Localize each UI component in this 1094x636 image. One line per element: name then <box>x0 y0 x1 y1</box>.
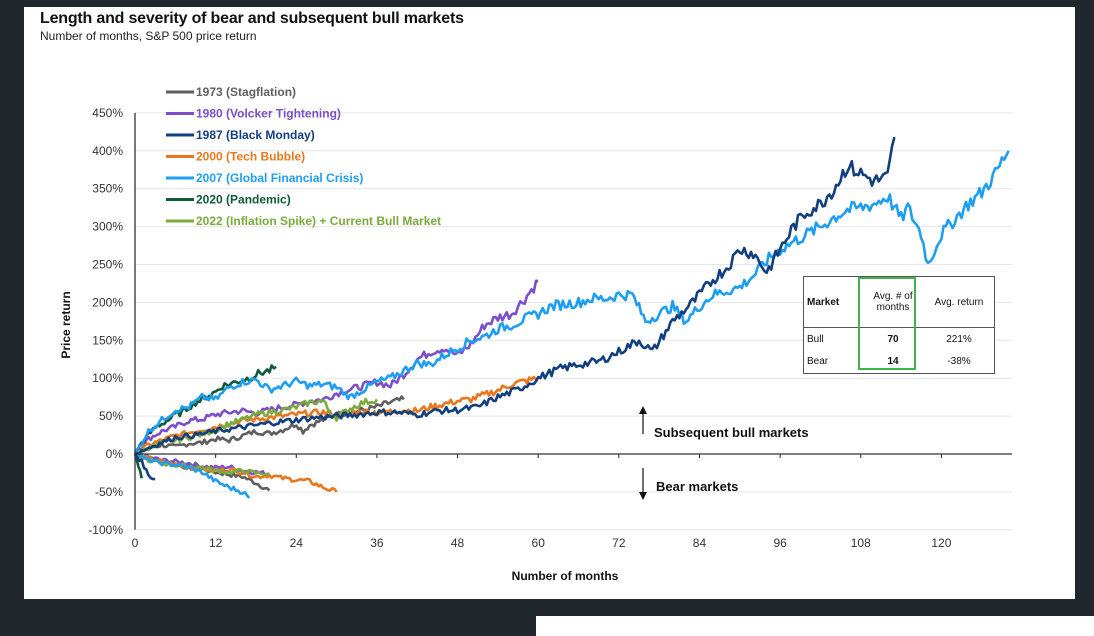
x-tick-label: 12 <box>209 536 223 550</box>
legend-label: 1973 (Stagflation) <box>196 85 296 99</box>
table-row: Bear 14 -38% <box>804 351 994 373</box>
y-tick-label: 250% <box>92 258 123 272</box>
x-tick-label: 48 <box>451 536 465 550</box>
legend-label: 1987 (Black Monday) <box>196 128 315 142</box>
y-tick-label: 400% <box>92 144 123 158</box>
y-tick-label: 50% <box>99 409 123 423</box>
y-tick-labels: -100% -50% 0% 50% 100% 150% 200% 250% 300% 350% 40… <box>88 106 123 537</box>
x-tick-label: 108 <box>851 536 871 550</box>
legend: 1973 (Stagflation) 1980 (Volcker Tighteni… <box>166 85 441 228</box>
y-tick-label: -50% <box>95 485 123 499</box>
bull-annotation: Subsequent bull markets <box>639 406 809 440</box>
y-tick-label: 300% <box>92 220 123 234</box>
x-tick-label: 60 <box>532 536 546 550</box>
y-tick-label: -100% <box>88 523 123 537</box>
x-tick-label: 72 <box>612 536 626 550</box>
x-tick-label: 0 <box>132 536 139 550</box>
x-tick-label: 120 <box>931 536 951 550</box>
row-return: -38% <box>947 356 971 368</box>
y-tick-label: 350% <box>92 182 123 196</box>
series-2022-bull-line <box>133 397 379 455</box>
header-market: Market <box>804 277 862 328</box>
y-tick-label: 450% <box>92 106 123 120</box>
y-tick-label: 0% <box>106 447 124 461</box>
arrow-down-icon <box>639 492 647 500</box>
x-tick-label: 36 <box>370 536 384 550</box>
row-months: 14 <box>887 356 899 368</box>
series-2007-bear-line <box>134 452 251 499</box>
row-months: 70 <box>887 333 899 345</box>
chart-title: Length and severity of bear and subseque… <box>40 10 464 27</box>
header-avg-return: Avg. return <box>924 277 994 328</box>
y-axis-title: Price return <box>59 291 73 358</box>
legend-label: 2022 (Inflation Spike) + Current Bull Ma… <box>196 214 441 228</box>
legend-label: 1980 (Volcker Tightening) <box>196 107 341 121</box>
table-row: Bull 70 221% <box>804 328 994 351</box>
x-axis-title: Number of months <box>512 569 619 583</box>
arrow-up-icon <box>639 406 647 414</box>
y-tick-label: 200% <box>92 295 123 309</box>
x-tick-label: 96 <box>773 536 787 550</box>
series-1987-bull-line <box>134 136 896 456</box>
legend-label: 2000 (Tech Bubble) <box>196 150 305 164</box>
y-tick-label: 150% <box>92 333 123 347</box>
row-market: Bear <box>807 356 829 368</box>
header-avg-months: Avg. # of months <box>862 277 924 328</box>
legend-label: 2007 (Global Financial Crisis) <box>196 171 363 185</box>
row-market: Bull <box>807 333 824 345</box>
bear-annotation: Bear markets <box>639 468 738 500</box>
x-tick-labels: 0 12 24 36 48 60 72 84 96 108 120 <box>132 536 952 550</box>
series-lines <box>133 136 1010 499</box>
summary-table: Market Avg. # of months Avg. return Bull… <box>803 276 995 374</box>
x-tick-label: 24 <box>290 536 304 550</box>
series-2007-bull-line <box>133 150 1010 455</box>
x-tick-label: 84 <box>693 536 707 550</box>
table-header-row: Market Avg. # of months Avg. return <box>804 277 994 328</box>
series-1980-bull-line <box>134 279 539 456</box>
series-1987-bear-line <box>133 453 156 481</box>
axes <box>134 112 1012 530</box>
row-return: 221% <box>946 333 972 345</box>
legend-label: 2020 (Pandemic) <box>196 193 291 207</box>
chart-subtitle: Number of months, S&P 500 price return <box>40 29 257 43</box>
y-tick-label: 100% <box>92 371 123 385</box>
bull-label: Subsequent bull markets <box>654 425 809 440</box>
bear-label: Bear markets <box>656 479 738 494</box>
